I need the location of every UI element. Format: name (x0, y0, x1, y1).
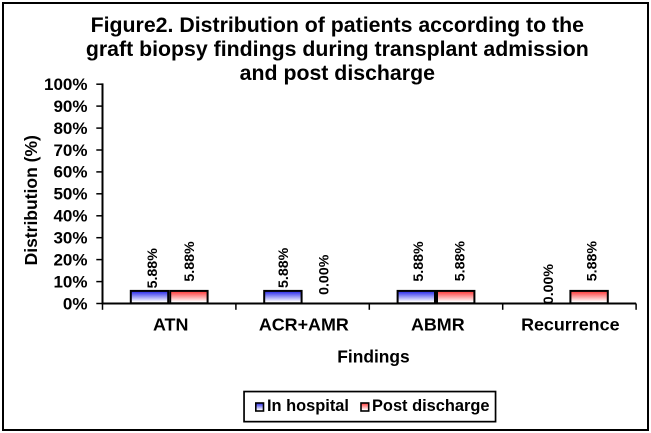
svg-text:ACR+AMR: ACR+AMR (259, 314, 349, 334)
svg-text:0.00%: 0.00% (541, 264, 557, 305)
svg-text:ABMR: ABMR (411, 314, 465, 334)
svg-text:10%: 10% (53, 272, 87, 291)
svg-text:Recurrence: Recurrence (521, 314, 620, 334)
svg-text:100%: 100% (44, 75, 87, 94)
svg-text:5.88%: 5.88% (453, 241, 469, 282)
svg-text:30%: 30% (53, 229, 87, 248)
svg-text:Distribution (%): Distribution (%) (21, 135, 41, 265)
svg-text:5.88%: 5.88% (182, 241, 198, 282)
svg-text:70%: 70% (53, 141, 87, 160)
svg-text:90%: 90% (53, 97, 87, 116)
svg-text:ATN: ATN (153, 314, 188, 334)
svg-text:5.88%: 5.88% (276, 247, 292, 288)
svg-text:5.88%: 5.88% (411, 241, 427, 282)
svg-text:Findings: Findings (337, 346, 409, 366)
svg-text:0%: 0% (63, 294, 88, 313)
svg-text:50%: 50% (53, 185, 87, 204)
svg-text:5.88%: 5.88% (145, 248, 161, 289)
svg-text:5.88%: 5.88% (585, 241, 601, 282)
svg-text:60%: 60% (53, 163, 87, 182)
svg-text:80%: 80% (53, 119, 87, 138)
svg-text:0.00%: 0.00% (316, 254, 332, 295)
svg-text:20%: 20% (53, 250, 87, 269)
svg-text:40%: 40% (53, 207, 87, 226)
